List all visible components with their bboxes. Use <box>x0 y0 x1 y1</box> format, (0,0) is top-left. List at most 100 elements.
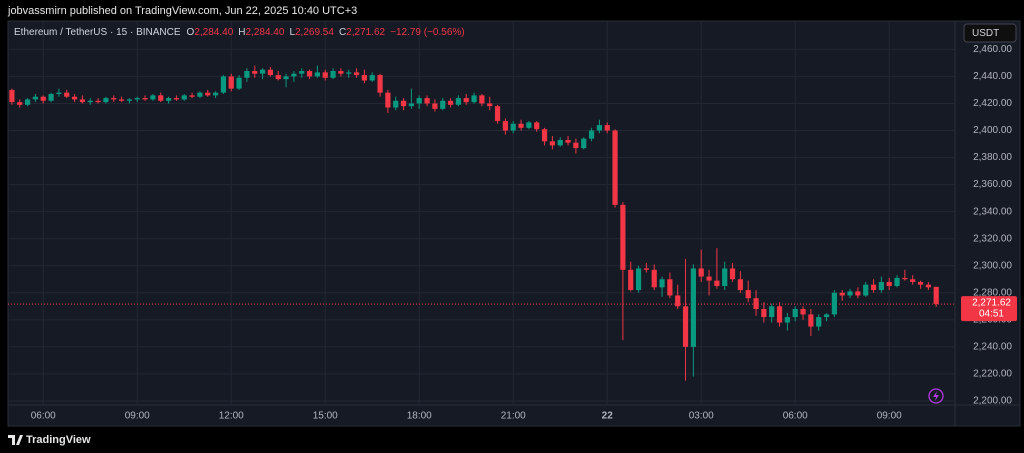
candle-body <box>682 306 689 347</box>
currency-button[interactable] <box>963 23 1017 43</box>
candle-body <box>910 279 916 282</box>
candle-body <box>314 72 321 77</box>
candle-body <box>369 75 375 81</box>
candle-body <box>808 314 814 327</box>
candle-body <box>729 268 736 280</box>
y-tick-label: 2,220.00 <box>973 369 1012 380</box>
candle-body <box>322 72 328 78</box>
candle-body <box>9 89 15 103</box>
candle-body <box>565 139 571 143</box>
candle-body <box>573 142 579 149</box>
candle-body <box>118 99 125 101</box>
logo-text: TradingView <box>26 434 91 446</box>
candle-body <box>823 314 830 318</box>
alert-icon[interactable] <box>928 388 944 404</box>
candle-body <box>71 96 78 100</box>
candle-body <box>24 99 31 105</box>
candle-body <box>252 71 258 74</box>
candle-body <box>228 76 234 89</box>
countdown: 04:51 <box>979 309 1004 320</box>
candle-body <box>581 138 587 149</box>
candle-body <box>440 100 446 109</box>
y-tick-label: 2,280.00 <box>973 287 1012 298</box>
x-tick-label: 03:00 <box>689 411 714 422</box>
candle-body <box>651 269 657 288</box>
candle-body <box>377 75 383 93</box>
candle-body <box>870 284 877 291</box>
currency[interactable]: USDT <box>972 28 999 39</box>
y-tick-label: 2,420.00 <box>973 98 1012 109</box>
legend-value: 2,269.54 <box>295 27 334 38</box>
legend-change: −12.79 (−0.56%) <box>390 27 465 38</box>
candle-body <box>126 99 133 101</box>
candle-body <box>722 268 728 287</box>
alert-icon-bolt <box>933 391 939 401</box>
candle-body <box>259 69 266 74</box>
candle-body <box>549 141 555 146</box>
y-tick-label: 2,300.00 <box>973 260 1012 271</box>
y-tick-label: 2,440.00 <box>973 71 1012 82</box>
candle-body <box>792 309 798 318</box>
candle-body <box>275 75 281 80</box>
legend-value: 2,284.40 <box>246 27 285 38</box>
candle-body <box>212 92 219 96</box>
candle-body <box>675 295 681 307</box>
candle-body <box>745 290 751 299</box>
candle-body <box>189 95 195 97</box>
candle-body <box>667 279 673 296</box>
y-tick-label: 2,200.00 <box>973 396 1012 407</box>
candle-body <box>761 309 767 318</box>
candle-body <box>863 284 869 296</box>
candle-body <box>150 95 156 100</box>
candle-body <box>557 139 563 146</box>
candle-body <box>32 96 39 100</box>
candle-body <box>79 99 86 103</box>
candle-body <box>612 130 618 205</box>
legend-key: H <box>238 27 245 38</box>
candle-body <box>494 106 501 122</box>
candle-body <box>244 71 250 78</box>
candle-body <box>424 98 430 104</box>
candle-body <box>737 279 743 291</box>
y-tick-label: 2,240.00 <box>973 341 1012 352</box>
candle-body <box>40 96 46 101</box>
candle-body <box>510 123 516 131</box>
candle-body <box>816 317 822 327</box>
candle-body <box>197 92 203 97</box>
candle-body <box>103 98 109 103</box>
candle-body <box>698 268 704 277</box>
candle-body <box>776 306 783 323</box>
x-tick-label: 21:00 <box>501 411 526 422</box>
candle-body <box>416 98 422 104</box>
candle-body <box>479 95 485 104</box>
candle-body <box>894 277 900 287</box>
candle-body <box>847 291 853 296</box>
x-tick-label: 06:00 <box>783 411 808 422</box>
candle-body <box>487 103 493 107</box>
legend-value: 2,271.62 <box>346 27 385 38</box>
candle-body <box>753 298 759 309</box>
x-tick-label: 22 <box>602 411 614 422</box>
candle-body <box>142 98 148 100</box>
candle-body <box>690 268 696 347</box>
logo-mark <box>8 435 23 445</box>
candle-body <box>933 286 939 305</box>
candle-body <box>800 309 806 315</box>
candle-body <box>353 72 360 76</box>
candle-body <box>56 92 62 95</box>
candle-body <box>534 122 540 130</box>
y-tick-label: 2,400.00 <box>973 125 1012 136</box>
x-tick-label: 18:00 <box>407 411 432 422</box>
candle-body <box>346 72 352 74</box>
candle-body <box>87 100 93 103</box>
candle-body <box>855 291 861 296</box>
candle-body <box>165 98 172 101</box>
candle-body <box>220 76 227 93</box>
candle-body <box>64 92 70 97</box>
candle-body <box>400 100 407 107</box>
legend-key: O <box>187 27 195 38</box>
x-tick-label: 12:00 <box>219 411 244 422</box>
candle-body <box>205 92 211 96</box>
candle-body <box>839 292 845 296</box>
price-tag <box>961 296 1017 322</box>
